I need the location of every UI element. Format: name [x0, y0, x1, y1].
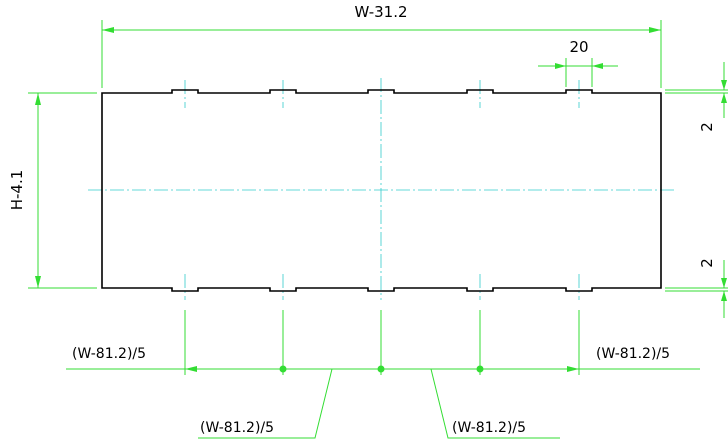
- part-outline: [101, 89, 662, 292]
- top-margin-dimension: 2: [665, 62, 728, 132]
- pitch-mid-left-label: (W-81.2)/5: [200, 420, 274, 436]
- overall-width-label: W-31.2: [354, 3, 407, 21]
- pitch-dimension-chain: (W-81.2)/5 (W-81.2)/5 (W-81.2)/5 (W-81.2…: [66, 310, 700, 439]
- bottom-margin-dimension: 2: [665, 258, 728, 318]
- notch-width-label: 20: [569, 38, 588, 56]
- overall-width-dimension: W-31.2: [101, 3, 662, 88]
- pitch-right-label: (W-81.2)/5: [596, 346, 670, 362]
- centerlines: [88, 78, 675, 300]
- pitch-dot-2: [377, 365, 385, 373]
- notch-width-dimension: 20: [538, 38, 618, 87]
- pitch-left-label: (W-81.2)/5: [72, 346, 146, 362]
- top-margin-label: 2: [698, 122, 716, 132]
- height-dimension: H-4.1: [8, 92, 97, 289]
- height-label: H-4.1: [8, 170, 26, 211]
- pitch-mid-right-label: (W-81.2)/5: [452, 420, 526, 436]
- leader-mid-left: [198, 368, 333, 439]
- bottom-margin-label: 2: [698, 258, 716, 268]
- pitch-dot-3: [476, 365, 484, 373]
- pitch-dot-1: [279, 365, 287, 373]
- leader-mid-right: [430, 368, 560, 439]
